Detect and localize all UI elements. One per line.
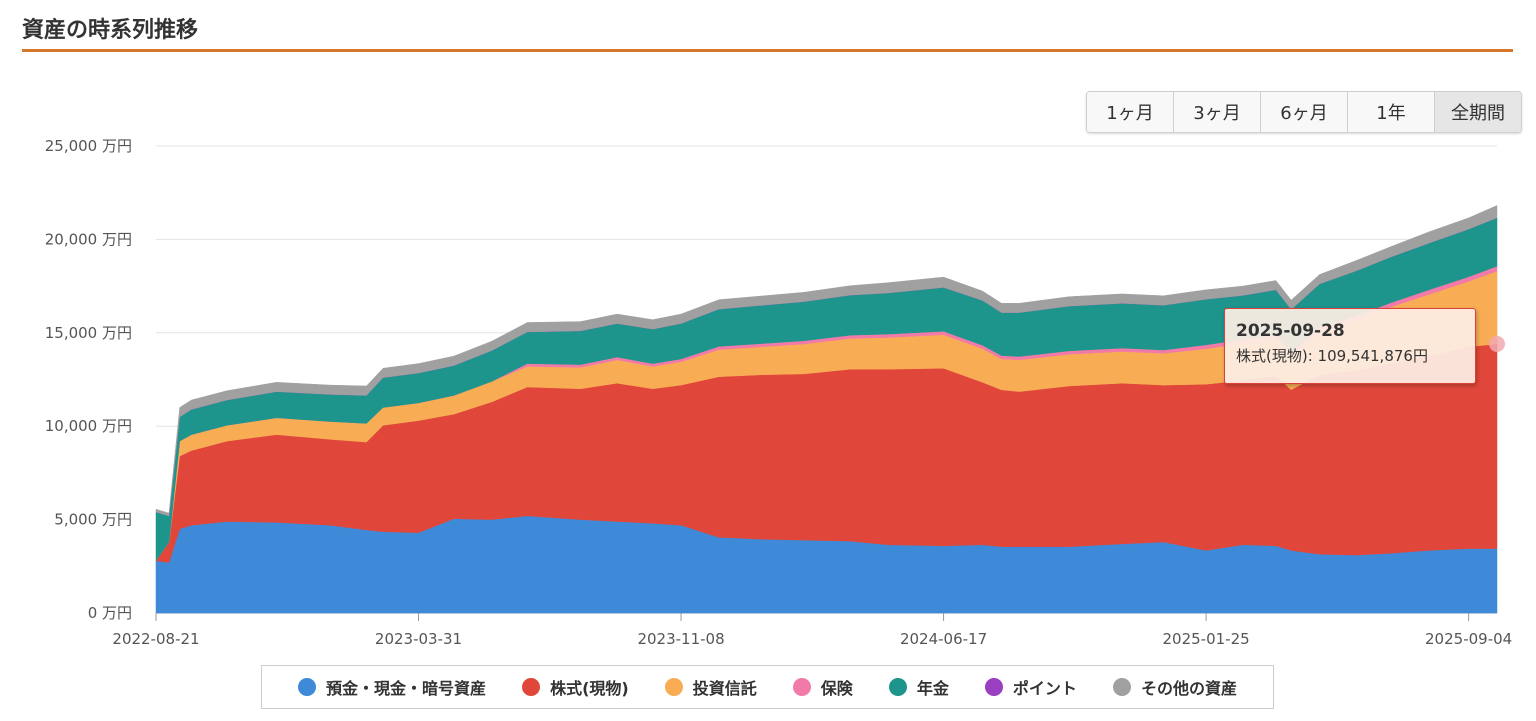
legend-label: 投資信託: [692, 679, 757, 698]
legend-dot-icon: [888, 678, 907, 696]
y-tick-label: 5,000 万円: [54, 511, 132, 529]
range-3-month-button[interactable]: 3ヶ月: [1174, 92, 1261, 132]
chart-legend: 預金・現金・暗号資産 株式(現物) 投資信託 保険 年金 ポイント その他の資産: [261, 665, 1274, 709]
range-1-month-button[interactable]: 1ヶ月: [1087, 92, 1174, 132]
y-tick-label: 20,000 万円: [45, 230, 132, 248]
legend-dot-icon: [298, 678, 317, 696]
range-selector: 1ヶ月 3ヶ月 6ヶ月 1年 全期間: [1086, 91, 1522, 133]
range-all-button[interactable]: 全期間: [1435, 92, 1521, 132]
legend-dot-icon: [522, 678, 541, 696]
page-title: 資産の時系列推移: [22, 18, 199, 43]
x-tick-label: 2023-03-31: [375, 630, 462, 648]
legend-item-insurance[interactable]: 保険: [792, 675, 853, 699]
legend-item-deposits[interactable]: 預金・現金・暗号資産: [298, 675, 486, 699]
chart-tooltip: 2025-09-28 株式(現物): 109,541,876円: [1224, 308, 1476, 384]
legend-item-funds[interactable]: 投資信託: [664, 675, 757, 699]
title-divider: [22, 49, 1513, 52]
legend-dot-icon: [984, 678, 1003, 696]
y-tick-label: 10,000 万円: [45, 417, 132, 435]
tooltip-value: 株式(現物): 109,541,876円: [1236, 347, 1428, 365]
hover-point: [1489, 335, 1505, 352]
y-axis: 25,000 万円 20,000 万円 15,000 万円 10,000 万円 5,00…: [45, 137, 132, 622]
x-tick-label: 2024-06-17: [900, 630, 987, 648]
legend-item-other[interactable]: その他の資産: [1112, 675, 1237, 699]
chart-areas: [155, 205, 1498, 614]
hover-marker: [1489, 335, 1505, 352]
x-tick-label: 2025-09-04: [1425, 630, 1512, 648]
legend-label: 保険: [820, 679, 853, 698]
legend-label: 株式(現物): [550, 679, 629, 698]
asset-area-chart[interactable]: 25,000 万円 20,000 万円 15,000 万円 10,000 万円 5,00…: [0, 0, 1536, 660]
legend-item-pension[interactable]: 年金: [888, 675, 949, 699]
x-axis: 2022-08-21 2023-03-31 2023-11-08 2024-06-17…: [112, 613, 1512, 648]
y-tick-label: 15,000 万円: [45, 324, 132, 342]
area-series[interactable]: [155, 205, 1498, 517]
legend-label: 年金: [916, 679, 949, 698]
y-tick-label: 0 万円: [88, 604, 132, 622]
tooltip-date: 2025-09-28: [1236, 321, 1345, 341]
legend-label: 預金・現金・暗号資産: [326, 679, 487, 698]
range-6-month-button[interactable]: 6ヶ月: [1261, 92, 1348, 132]
y-tick-label: 25,000 万円: [45, 137, 132, 155]
legend-item-stocks[interactable]: 株式(現物): [522, 675, 629, 699]
legend-label: ポイント: [1012, 679, 1077, 698]
x-tick-label: 2025-01-25: [1163, 630, 1250, 648]
legend-item-points[interactable]: ポイント: [984, 675, 1077, 699]
x-tick-label: 2023-11-08: [637, 630, 724, 648]
legend-dot-icon: [792, 678, 811, 696]
x-tick-label: 2022-08-21: [112, 630, 199, 648]
legend-label: その他の資産: [1140, 679, 1237, 698]
legend-dot-icon: [664, 678, 683, 696]
range-1-year-button[interactable]: 1年: [1348, 92, 1435, 132]
legend-dot-icon: [1112, 678, 1131, 696]
